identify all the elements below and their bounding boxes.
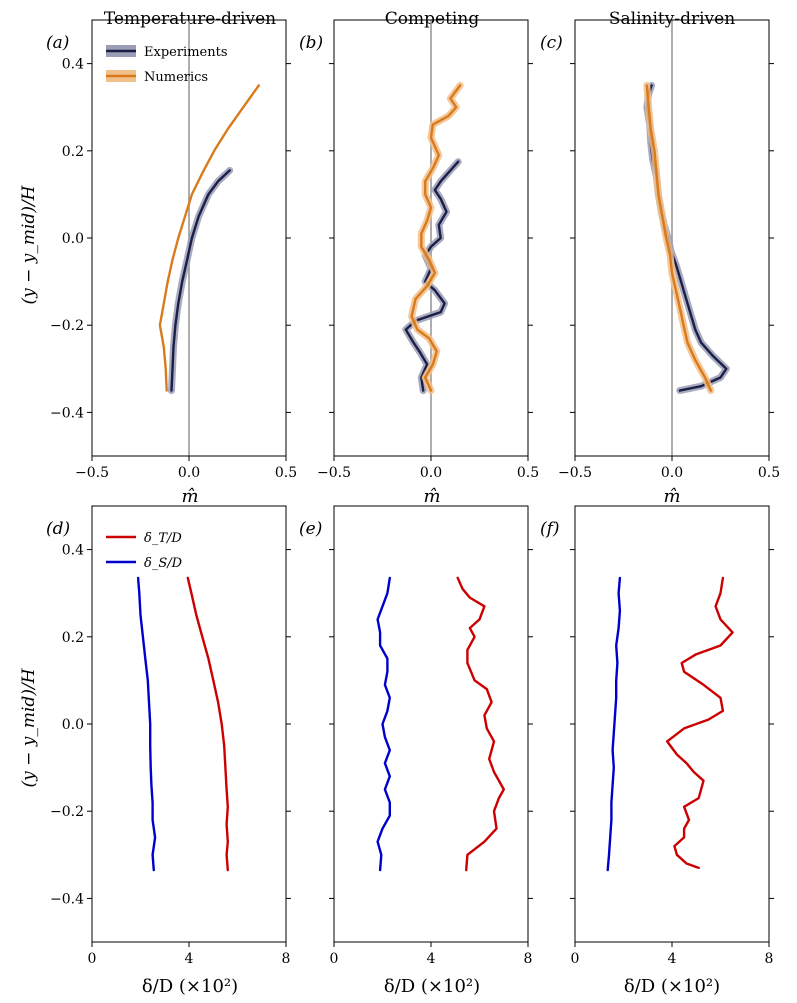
legend-label-delta-t: δ_T/D bbox=[144, 531, 182, 546]
series-line-experiments bbox=[170, 169, 231, 392]
plot-frame bbox=[574, 505, 770, 943]
x-tick-label: −0.5 bbox=[558, 465, 592, 481]
column-title-salinity: Salinity-driven bbox=[609, 9, 735, 29]
panel-f: 0 4 8 (f) bbox=[540, 505, 774, 967]
series-line-td bbox=[456, 576, 505, 872]
series-line-sd bbox=[136, 576, 157, 872]
x-tick-label: 4 bbox=[427, 951, 436, 967]
plot-frame bbox=[333, 505, 529, 943]
panel-letter: (d) bbox=[46, 519, 70, 539]
x-tick-label: 0 bbox=[330, 951, 339, 967]
y-tick-label: 0.2 bbox=[62, 144, 84, 160]
x-tick-label: 8 bbox=[282, 951, 291, 967]
ylabel-top: (y − y_mid)/H bbox=[19, 184, 39, 304]
x-tick-label: −0.5 bbox=[317, 465, 351, 481]
y-tick-label: −0.2 bbox=[50, 318, 84, 334]
y-tick-label: 0.0 bbox=[62, 717, 84, 733]
column-title-competing: Competing bbox=[385, 9, 480, 29]
y-tick-label: 0.4 bbox=[62, 543, 84, 559]
x-tick-label: 8 bbox=[765, 951, 774, 967]
series-line-numerics bbox=[645, 84, 712, 392]
panel-letter: (b) bbox=[299, 33, 323, 53]
x-tick-label: −0.5 bbox=[75, 465, 109, 481]
legend-label-experiments: Experiments bbox=[144, 45, 228, 60]
panel-e: 0 4 8 (e) bbox=[299, 505, 533, 967]
panel-b: −0.5 0.0 0.5 (b) bbox=[299, 19, 539, 481]
x-tick-label: 8 bbox=[524, 951, 533, 967]
y-tick-label: −0.4 bbox=[50, 405, 84, 421]
legend-top: Experiments Numerics bbox=[106, 45, 228, 85]
series-line-sd bbox=[606, 576, 622, 872]
x-tick-label: 4 bbox=[668, 951, 677, 967]
legend-label-delta-s: δ_S/D bbox=[144, 556, 183, 571]
y-tick-label: 0.0 bbox=[62, 231, 84, 247]
x-tick-label: 0.5 bbox=[517, 465, 539, 481]
x-tick-label: 0.5 bbox=[758, 465, 780, 481]
x-tick-label: 0 bbox=[571, 951, 580, 967]
panel-letter: (c) bbox=[540, 33, 563, 53]
y-tick-label: 0.4 bbox=[62, 57, 84, 73]
series-line-td bbox=[665, 576, 734, 870]
xlabel-a: m̂ bbox=[181, 486, 198, 507]
y-tick-label: −0.2 bbox=[50, 804, 84, 820]
ylabel-bottom: (y − y_mid)/H bbox=[19, 667, 39, 787]
xlabel-c: m̂ bbox=[663, 486, 680, 507]
legend-bottom: δ_T/D δ_S/D bbox=[106, 531, 183, 571]
series-line-numerics bbox=[158, 84, 260, 392]
plot-frame bbox=[91, 505, 287, 943]
panel-d: 0 4 8 −0.4 −0.2 0.0 0.2 0.4 (d) bbox=[46, 505, 291, 967]
x-tick-label: 0.0 bbox=[420, 465, 442, 481]
xlabel-d: δ/D (×10²) bbox=[142, 976, 238, 997]
xlabel-b: m̂ bbox=[423, 486, 440, 507]
x-tick-label: 0.0 bbox=[178, 465, 200, 481]
panel-a: −0.5 0.0 0.5 −0.4 −0.2 0.0 0.2 0.4 (a) bbox=[46, 19, 297, 481]
panel-letter: (e) bbox=[299, 519, 322, 539]
legend-label-numerics: Numerics bbox=[144, 70, 208, 85]
series-line-td bbox=[186, 576, 230, 872]
x-tick-label: 4 bbox=[185, 951, 194, 967]
series-line-experiments bbox=[404, 160, 460, 392]
x-tick-label: 0 bbox=[88, 951, 97, 967]
panel-letter: (f) bbox=[540, 519, 560, 539]
panel-c: −0.5 0.0 0.5 (c) bbox=[540, 19, 780, 481]
series-line-numerics bbox=[410, 84, 462, 392]
y-tick-label: −0.4 bbox=[50, 891, 84, 907]
x-tick-label: 0.0 bbox=[661, 465, 683, 481]
panel-letter: (a) bbox=[46, 33, 69, 53]
x-tick-label: 0.5 bbox=[275, 465, 297, 481]
y-tick-label: 0.2 bbox=[62, 630, 84, 646]
series-band-experiments bbox=[168, 166, 234, 395]
series-line-sd bbox=[376, 576, 391, 872]
xlabel-f: δ/D (×10²) bbox=[624, 976, 720, 997]
xlabel-e: δ/D (×10²) bbox=[384, 976, 480, 997]
column-title-temperature: Temperature-driven bbox=[104, 9, 276, 29]
